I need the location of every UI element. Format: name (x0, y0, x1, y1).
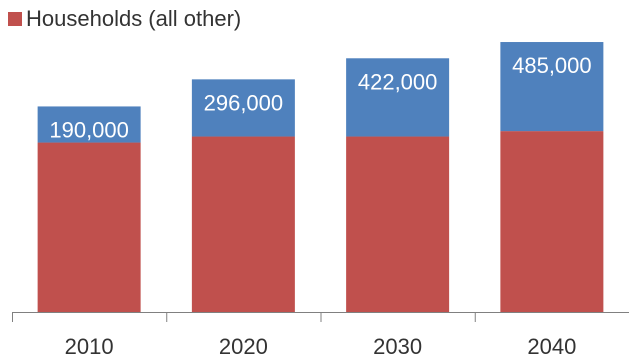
legend-label-households: Households (all other) (26, 6, 242, 31)
bar-segment-households-2020 (191, 136, 295, 312)
data-label: 422,000 (358, 69, 438, 94)
bar-segment-households-2010 (37, 142, 141, 312)
data-label: 296,000 (204, 90, 284, 115)
data-label: 190,000 (49, 117, 129, 142)
x-tick-label: 2010 (65, 334, 114, 359)
x-tick-label: 2020 (219, 334, 268, 359)
data-label: 485,000 (512, 53, 592, 78)
legend: Households (all other) (8, 6, 241, 32)
bar-segment-other-2020 (191, 79, 295, 137)
bar-segment-households-2040 (500, 131, 604, 312)
bar-segment-households-2030 (346, 136, 450, 312)
bar-segment-other-2010 (37, 106, 141, 143)
x-tick-label: 2040 (527, 334, 576, 359)
bar-segment-other-2040 (500, 42, 604, 132)
x-tick-label: 2030 (373, 334, 422, 359)
bar-segment-other-2030 (346, 58, 450, 137)
legend-swatch-households (8, 12, 22, 26)
